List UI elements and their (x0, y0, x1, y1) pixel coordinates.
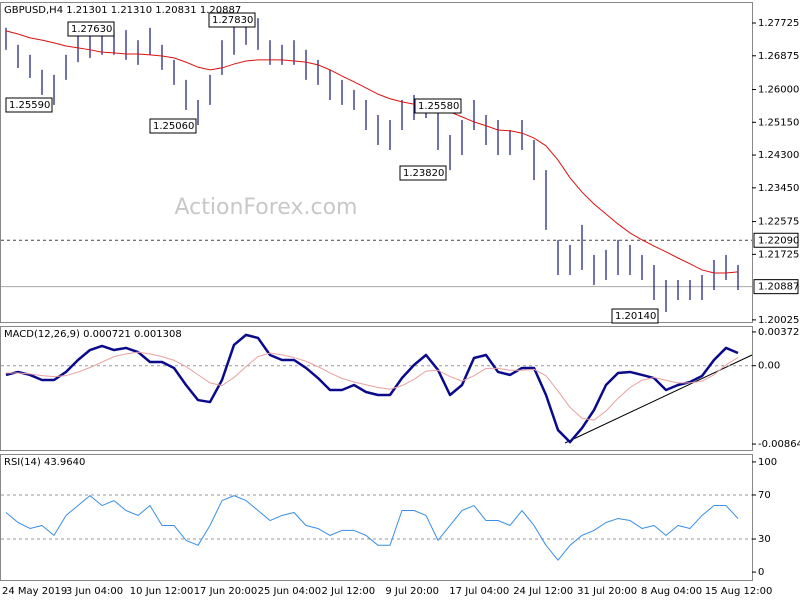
x-tick-label: 25 Jun 04:00 (258, 586, 322, 597)
y-tick-label: 30 (758, 534, 771, 545)
price-label-box (753, 279, 799, 295)
level-label: 1.22090 (758, 235, 799, 246)
y-tick-label: 1.27725 (758, 18, 799, 29)
x-tick-label: 17 Jun 20:00 (194, 586, 258, 597)
x-tick-label: 17 Jul 04:00 (449, 586, 509, 597)
x-tick-label: 24 May 2019 (2, 586, 67, 597)
x-tick-label: 24 Jul 12:00 (513, 586, 573, 597)
y-tick-label: 1.23450 (758, 183, 799, 194)
annotation-box (67, 21, 115, 37)
annotation: 1.25580 (418, 101, 459, 112)
y-tick-label: 1.22575 (758, 217, 799, 228)
x-tick-label: 8 Aug 04:00 (641, 586, 702, 597)
annotation-box (5, 97, 53, 113)
y-tick-label: 1.21725 (758, 249, 799, 260)
annotation: 1.25590 (9, 100, 50, 111)
x-tick-label: 15 Aug 12:00 (705, 586, 772, 597)
indicator-line (6, 351, 739, 421)
moving-average (5, 30, 739, 274)
annotation: 1.27630 (71, 24, 112, 35)
annotation-box (149, 118, 197, 134)
x-tick-label: 2 Jul 12:00 (322, 586, 376, 597)
panel-title: MACD(12,26,9) 0.000721 0.001308 (4, 329, 182, 340)
y-tick-label: 1.20025 (758, 315, 799, 326)
annotation-box (208, 12, 256, 28)
y-tick-label: 0 (758, 567, 764, 578)
annotation: 1.25060 (153, 121, 194, 132)
y-tick-label: 70 (758, 490, 771, 501)
x-tick-label: 9 Jul 20:00 (385, 586, 439, 597)
y-tick-label: 1.25150 (758, 117, 799, 128)
y-tick-label: 0.003722 (758, 327, 800, 338)
chart-title: GBPUSD,H4 1.21301 1.21310 1.20831 1.2088… (4, 5, 241, 16)
macd-panel (0, 326, 753, 451)
annotation: 1.23820 (403, 168, 444, 179)
annotation-box (414, 98, 462, 114)
annotation: 1.27830 (212, 15, 253, 26)
y-tick-label: 0.00 (758, 361, 780, 372)
x-tick-label: 31 Jul 20:00 (577, 586, 637, 597)
x-tick-label: 3 Jun 04:00 (66, 586, 123, 597)
indicator-line (5, 495, 739, 561)
level-label-box (753, 232, 799, 248)
y-tick-label: 1.26875 (758, 51, 799, 62)
annotation-box (399, 165, 447, 181)
watermark: ActionForex.com (175, 195, 358, 220)
price-panel (0, 2, 753, 323)
y-tick-label: 100 (758, 457, 777, 468)
indicator-line (5, 333, 739, 444)
annotation-box (611, 308, 659, 324)
price-label: 1.20887 (758, 282, 799, 293)
y-tick-label: -0.008643 (758, 439, 800, 450)
annotation: 1.20140 (615, 311, 656, 322)
x-tick-label: 10 Jun 12:00 (130, 586, 194, 597)
y-tick-label: 1.26000 (758, 85, 799, 96)
y-tick-label: 1.24300 (758, 150, 799, 161)
panel-title: RSI(14) 43.9640 (4, 457, 85, 468)
rsi-panel (0, 454, 753, 581)
